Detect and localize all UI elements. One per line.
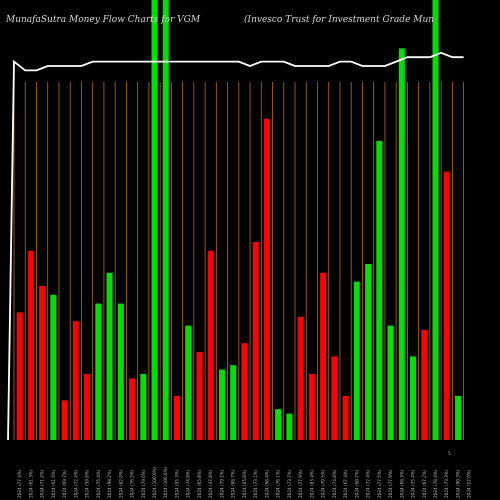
flow-bar xyxy=(162,0,169,440)
flow-bar xyxy=(376,140,383,441)
x-tick-label: 2024 (76.1%) xyxy=(276,469,281,498)
flow-bar xyxy=(106,272,113,440)
flow-bar xyxy=(286,413,293,440)
x-tick-label: 2024 (47.8%) xyxy=(208,469,213,498)
x-tick-label: 2024 (67.2%) xyxy=(422,469,427,498)
chart-title-right: (Invesco Trust for Investment Grade Mun xyxy=(244,14,434,25)
x-tick-label: 2024 (61.5%) xyxy=(51,469,56,498)
x-tick-label: 2024 (79.1%) xyxy=(219,469,224,498)
chart-title-left: MunafaSutra Money Flow Charts for VGM xyxy=(5,15,201,25)
flow-bar xyxy=(308,374,315,440)
x-tick-label: 2024 (77.5%) xyxy=(377,469,382,498)
x-tick-label: 2024 (73.1%) xyxy=(253,469,258,498)
x-tick-label: 2024 (59.8%) xyxy=(85,469,90,498)
x-tick-label: 2024 (68.3%) xyxy=(399,469,404,498)
x-tick-label: 2024 (73.7%) xyxy=(287,469,292,498)
x-tick-labels: 2024 (77.4%) 2024 (61.3%) 2024 (71.2%) 2024… xyxy=(17,466,472,498)
x-tick-label: 2024 (76.5%) xyxy=(130,469,135,498)
flow-bar xyxy=(342,396,349,440)
flow-bar xyxy=(263,118,270,441)
x-tick-label: 2024 (73.3%) xyxy=(444,469,449,498)
x-tick-label: 2024 (67.4%) xyxy=(343,469,348,498)
flow-bar xyxy=(84,374,91,440)
flow-bar xyxy=(61,400,68,440)
grid-lines xyxy=(13,82,465,440)
flow-bar xyxy=(95,303,102,440)
flow-bar xyxy=(252,242,259,440)
flow-bar xyxy=(320,272,327,440)
flow-bar xyxy=(117,303,124,440)
flow-bars xyxy=(16,0,461,441)
flow-bar xyxy=(241,343,248,440)
flow-bar xyxy=(443,171,450,440)
x-tick-label: 2024 (77.9%) xyxy=(298,469,303,498)
x-tick-label: 2024 (100.0%) xyxy=(152,466,157,498)
x-tick-label: 2024 (72.4%) xyxy=(366,469,371,498)
flow-bar xyxy=(50,294,57,440)
x-tick-label: 2024 (78.4%) xyxy=(433,469,438,498)
x-tick-label: 2024 (75.4%) xyxy=(411,469,416,498)
x-tick-label: 2024 (60.7%) xyxy=(354,469,359,498)
x-tick-label: 2024 (74.8%) xyxy=(186,469,191,498)
flow-bar xyxy=(174,396,180,440)
x-tick-label: 2024 (72.4%) xyxy=(73,469,78,498)
x-tick-label: 2024 (69.7%) xyxy=(62,469,67,498)
x-tick-label: 2024 (88.7%) xyxy=(231,469,236,498)
x-tick-label: 2024 (90.3%) xyxy=(456,469,461,498)
x-tick-label: 2024 (74.8%) xyxy=(332,469,337,498)
flow-bar xyxy=(432,0,439,440)
flow-bar xyxy=(151,0,158,440)
flow-bar xyxy=(331,356,338,440)
x-tick-label: 2024 (61.3%) xyxy=(28,469,33,498)
flow-bar xyxy=(275,409,282,440)
footer-symbol: 5 xyxy=(448,451,451,456)
flow-bar xyxy=(16,312,23,440)
flow-bar xyxy=(185,325,192,440)
flow-bar xyxy=(365,264,372,440)
flow-bar xyxy=(129,378,135,440)
flow-bar xyxy=(455,396,461,440)
money-flow-line xyxy=(7,51,464,441)
x-tick-label: 2024 (71.2%) xyxy=(40,469,45,498)
flow-bar xyxy=(196,352,203,440)
flow-bar xyxy=(140,374,147,440)
x-tick-label: 2024 (75.4%) xyxy=(96,469,101,498)
flow-bar xyxy=(27,250,34,440)
x-tick-label: 2024 (77.9%) xyxy=(388,469,393,498)
x-tick-label: 2024 (83.4%) xyxy=(309,469,314,498)
x-tick-label: 2024 (98.2%) xyxy=(107,469,112,498)
flow-bar xyxy=(387,325,394,440)
flow-bar xyxy=(353,281,360,440)
flow-bar xyxy=(421,330,428,440)
x-tick-label: 2024 (100.0%) xyxy=(163,466,168,498)
flow-bar xyxy=(72,321,79,440)
x-tick-label: 2024 (65.8%) xyxy=(197,469,202,498)
flow-bar xyxy=(230,365,237,440)
flow-bar xyxy=(297,316,304,440)
flow-bar xyxy=(410,356,416,440)
x-tick-label: 2024 (79.5%) xyxy=(321,469,326,498)
x-tick-label: 2024 (77.4%) xyxy=(17,469,22,498)
flow-bar xyxy=(207,250,214,440)
x-tick-label: 2024 (82.0%) xyxy=(118,469,123,498)
x-tick-label: 2024 (65.8%) xyxy=(242,469,247,498)
x-tick-label: 2024 (79.0%) xyxy=(141,469,146,498)
x-tick-label: 2024 (55.3%) xyxy=(175,469,180,498)
flow-bar xyxy=(398,48,405,441)
flow-bar xyxy=(39,286,46,440)
x-tick-label: 2024 (98.4%) xyxy=(264,469,269,498)
flow-bar xyxy=(218,369,225,440)
x-tick-label: 2024 (57.0%) xyxy=(467,469,472,498)
